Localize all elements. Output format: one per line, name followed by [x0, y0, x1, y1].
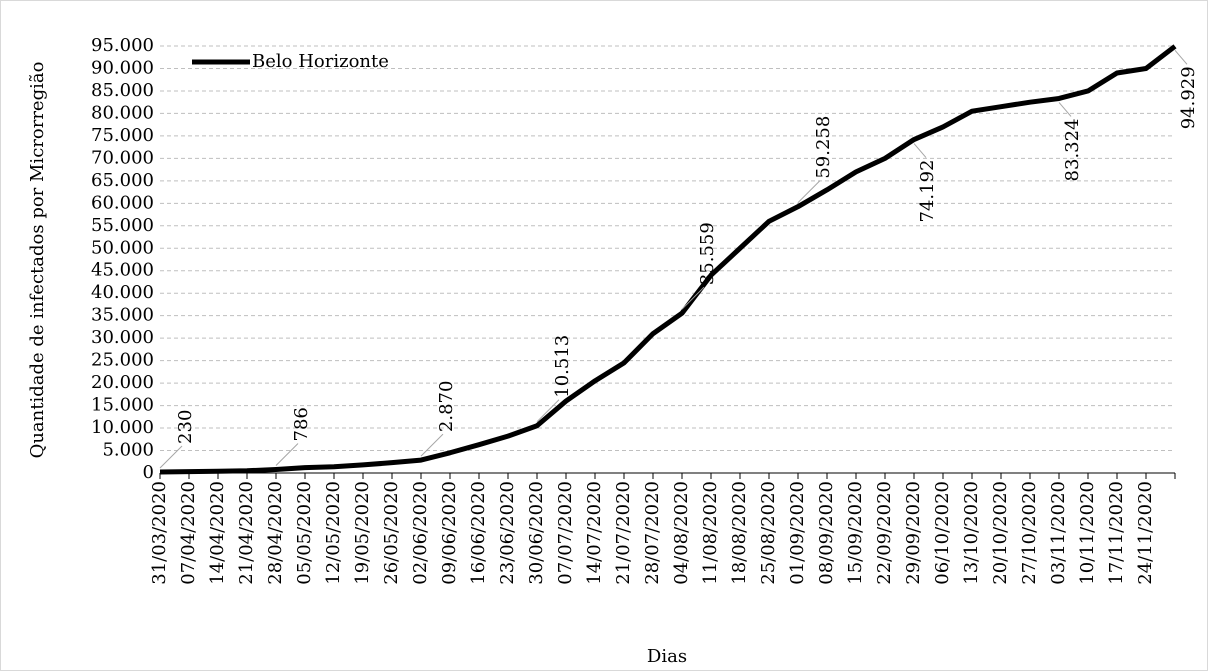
x-tick-label: 31/03/2020 [149, 481, 170, 585]
x-tick-label: 21/04/2020 [236, 481, 257, 585]
x-tick-label: 27/10/2020 [1019, 481, 1040, 585]
x-tick-label: 18/08/2020 [729, 481, 750, 585]
x-tick-label: 22/09/2020 [874, 481, 895, 585]
data-label: 83.324 [1062, 118, 1083, 181]
y-tick-label: 0 [143, 462, 154, 483]
data-label: 2.870 [436, 381, 457, 433]
x-tick-label: 11/08/2020 [700, 481, 721, 585]
y-tick-label: 85.000 [91, 80, 154, 101]
x-tick-label: 15/09/2020 [845, 481, 866, 585]
data-label: 94.929 [1178, 66, 1199, 129]
x-tick-label: 28/04/2020 [265, 481, 286, 585]
y-tick-label: 55.000 [91, 215, 154, 236]
data-label: 230 [175, 410, 196, 444]
leader-line [536, 399, 560, 423]
leader-line [420, 433, 444, 457]
x-tick-label: 07/04/2020 [178, 481, 199, 585]
leader-line [159, 445, 183, 469]
y-tick-label: 70.000 [91, 147, 154, 168]
x-tick-label: 26/05/2020 [381, 481, 402, 585]
y-tick-label: 50.000 [91, 237, 154, 258]
x-tick-label: 21/07/2020 [613, 481, 634, 585]
y-tick-label: 15.000 [91, 395, 154, 416]
x-axis-title: Dias [647, 646, 687, 667]
x-tick-label: 02/06/2020 [410, 481, 431, 585]
data-label: 10.513 [552, 335, 573, 398]
y-tick-label: 95.000 [91, 35, 154, 56]
y-tick-label: 25.000 [91, 350, 154, 371]
x-tick-label: 30/06/2020 [526, 481, 547, 585]
x-tick-label: 04/08/2020 [671, 481, 692, 585]
x-tick-label: 23/06/2020 [497, 481, 518, 585]
y-tick-label: 35.000 [91, 305, 154, 326]
y-tick-label: 80.000 [91, 102, 154, 123]
leader-line [681, 286, 705, 310]
x-tick-label: 20/10/2020 [990, 481, 1011, 585]
leader-line [275, 443, 299, 466]
data-label: 59.258 [813, 116, 834, 179]
y-tick-label: 40.000 [91, 282, 154, 303]
x-tick-label: 16/06/2020 [468, 481, 489, 585]
leader-line [797, 180, 821, 204]
y-tick-label: 5.000 [102, 440, 154, 461]
x-tick-label: 14/04/2020 [207, 481, 228, 585]
x-tick-label: 28/07/2020 [642, 481, 663, 585]
y-tick-label: 30.000 [91, 327, 154, 348]
data-label: 74.192 [917, 160, 938, 223]
x-tick-label: 19/05/2020 [352, 481, 373, 585]
y-tick-label: 60.000 [91, 192, 154, 213]
data-label: 786 [291, 407, 312, 441]
y-tick-label: 90.000 [91, 57, 154, 78]
y-tick-label: 75.000 [91, 125, 154, 146]
x-tick-label: 14/07/2020 [584, 481, 605, 585]
x-tick-label: 05/05/2020 [294, 481, 315, 585]
x-tick-label: 01/09/2020 [787, 481, 808, 585]
x-tick-label: 06/10/2020 [932, 481, 953, 585]
x-tick-label: 13/10/2020 [961, 481, 982, 585]
y-tick-label: 65.000 [91, 170, 154, 191]
leader-line [1174, 49, 1188, 65]
leader-line [913, 143, 927, 158]
leader-line [1058, 102, 1072, 117]
x-tick-label: 12/05/2020 [323, 481, 344, 585]
y-tick-label: 20.000 [91, 372, 154, 393]
x-tick-label: 29/09/2020 [903, 481, 924, 585]
x-tick-label: 17/11/2020 [1106, 481, 1127, 585]
data-label: 35.559 [697, 222, 718, 285]
x-tick-label: 10/11/2020 [1077, 481, 1098, 585]
x-tick-label: 09/06/2020 [439, 481, 460, 585]
x-tick-label: 08/09/2020 [816, 481, 837, 585]
series-line [159, 44, 1177, 475]
y-tick-label: 45.000 [91, 260, 154, 281]
legend-label: Belo Horizonte [252, 51, 389, 72]
y-axis-title: Quantidade de infectados por Microrregiã… [27, 62, 48, 459]
y-tick-label: 10.000 [91, 417, 154, 438]
x-tick-label: 25/08/2020 [758, 481, 779, 585]
x-tick-label: 07/07/2020 [555, 481, 576, 585]
x-tick-label: 24/11/2020 [1135, 481, 1156, 585]
x-tick-label: 03/11/2020 [1048, 481, 1069, 585]
